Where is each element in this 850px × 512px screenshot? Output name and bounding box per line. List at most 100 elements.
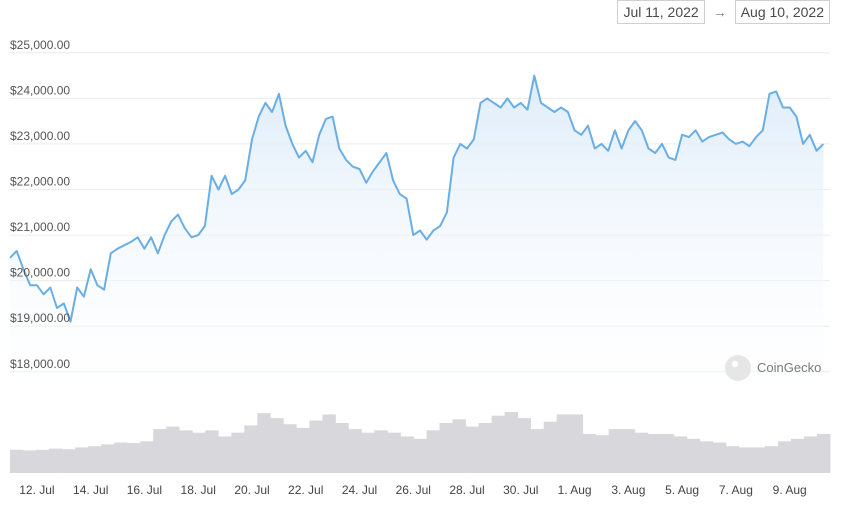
volume-bar bbox=[804, 436, 818, 473]
volume-bar bbox=[634, 432, 649, 473]
volume-bars bbox=[10, 412, 831, 473]
volume-bar bbox=[361, 432, 375, 473]
y-tick-label: $23,000.00 bbox=[10, 129, 70, 143]
volume-bar bbox=[10, 449, 24, 473]
volume-bar bbox=[62, 449, 76, 473]
x-tick-label: 9. Aug bbox=[773, 483, 807, 497]
volume-bar bbox=[283, 424, 297, 473]
volume-bar bbox=[764, 446, 779, 473]
volume-bar bbox=[153, 429, 167, 473]
volume-bar bbox=[257, 413, 271, 473]
x-tick-label: 5. Aug bbox=[665, 483, 699, 497]
x-tick-label: 14. Jul bbox=[73, 483, 108, 497]
end-date-field[interactable]: Aug 10, 2022 bbox=[734, 0, 830, 24]
x-tick-label: 3. Aug bbox=[611, 483, 645, 497]
volume-bar bbox=[439, 423, 453, 473]
volume-bar bbox=[608, 429, 623, 473]
volume-bar bbox=[465, 426, 479, 473]
volume-bar bbox=[101, 444, 115, 473]
volume-bar bbox=[231, 432, 245, 473]
y-tick-label: $24,000.00 bbox=[10, 83, 70, 97]
volume-bar bbox=[647, 434, 662, 473]
price-line bbox=[9, 74, 825, 323]
x-tick-label: 1. Aug bbox=[558, 483, 592, 497]
volume-bar bbox=[478, 423, 492, 473]
volume-bar bbox=[335, 423, 349, 473]
volume-bar bbox=[127, 443, 141, 473]
volume-bar bbox=[777, 441, 792, 473]
volume-bar bbox=[23, 450, 37, 473]
y-tick-label: $22,000.00 bbox=[10, 174, 70, 188]
volume-bar bbox=[491, 415, 505, 473]
y-tick-label: $21,000.00 bbox=[10, 220, 70, 234]
volume-bar bbox=[36, 449, 50, 473]
volume-bar bbox=[309, 420, 323, 473]
volume-bar bbox=[569, 414, 584, 473]
volume-bar bbox=[374, 430, 388, 473]
x-tick-label: 24. Jul bbox=[342, 483, 377, 497]
volume-bar bbox=[426, 430, 440, 473]
range-arrow-icon: → bbox=[712, 4, 727, 20]
volume-bar bbox=[88, 446, 102, 473]
volume-bar bbox=[244, 425, 258, 473]
volume-bar bbox=[140, 441, 154, 473]
start-date-field[interactable]: Jul 11, 2022 bbox=[617, 0, 705, 24]
x-axis-labels: 12. Jul 14. Jul 16. Jul 18. Jul 20. Jul 22. J… bbox=[19, 483, 806, 497]
volume-bar bbox=[114, 442, 128, 473]
volume-bar bbox=[452, 419, 466, 473]
volume-bar bbox=[387, 432, 401, 473]
volume-bar bbox=[75, 447, 89, 473]
gecko-eye-icon bbox=[731, 360, 739, 368]
volume-bar bbox=[543, 421, 558, 473]
volume-bar bbox=[179, 430, 193, 473]
volume-bar bbox=[413, 438, 427, 473]
x-tick-label: 30. Jul bbox=[503, 483, 538, 497]
x-tick-label: 26. Jul bbox=[396, 483, 431, 497]
y-tick-label: $19,000.00 bbox=[10, 311, 70, 325]
date-range-picker: Jul 11, 2022 → Aug 10, 2022 bbox=[617, 0, 830, 24]
volume-bar bbox=[205, 430, 219, 473]
x-tick-label: 20. Jul bbox=[234, 483, 269, 497]
volume-bar bbox=[751, 447, 766, 473]
volume-bar bbox=[530, 429, 544, 473]
volume-bar bbox=[621, 429, 636, 473]
volume-bar bbox=[348, 429, 362, 473]
volume-bar bbox=[192, 432, 206, 473]
x-tick-label: 28. Jul bbox=[449, 483, 484, 497]
volume-bar bbox=[400, 436, 414, 473]
x-tick-label: 12. Jul bbox=[19, 483, 54, 497]
x-tick-label: 16. Jul bbox=[127, 483, 162, 497]
volume-bar bbox=[322, 414, 336, 473]
volume-bar bbox=[673, 436, 688, 473]
x-tick-label: 7. Aug bbox=[719, 483, 753, 497]
coingecko-watermark: CoinGecko bbox=[725, 355, 821, 381]
volume-bar bbox=[660, 434, 675, 473]
volume-bar bbox=[595, 435, 610, 473]
gecko-logo-icon bbox=[725, 355, 751, 381]
volume-bar bbox=[817, 434, 831, 473]
price-area bbox=[10, 75, 824, 400]
volume-bar bbox=[582, 434, 597, 473]
volume-bar bbox=[166, 426, 180, 473]
volume-bar bbox=[738, 447, 753, 473]
volume-bar bbox=[791, 438, 805, 473]
x-tick-label: 18. Jul bbox=[181, 483, 216, 497]
volume-bar bbox=[296, 427, 310, 473]
volume-bar bbox=[712, 442, 727, 473]
volume-bar bbox=[725, 446, 740, 473]
y-tick-label: $20,000.00 bbox=[10, 266, 70, 280]
y-tick-label: $25,000.00 bbox=[10, 38, 70, 52]
volume-bar bbox=[699, 441, 714, 473]
volume-bar bbox=[270, 418, 284, 473]
watermark-text: CoinGecko bbox=[757, 360, 821, 375]
x-tick-label: 22. Jul bbox=[288, 483, 323, 497]
volume-bar bbox=[218, 436, 232, 473]
volume-bar bbox=[556, 414, 571, 473]
volume-bar bbox=[686, 438, 701, 473]
y-tick-label: $18,000.00 bbox=[10, 357, 70, 371]
volume-bar bbox=[517, 418, 531, 473]
volume-bar bbox=[49, 448, 63, 473]
volume-bar bbox=[504, 412, 518, 473]
y-axis-labels: $25,000.00 $24,000.00 $23,000.00 $22,000.00… bbox=[10, 38, 70, 371]
